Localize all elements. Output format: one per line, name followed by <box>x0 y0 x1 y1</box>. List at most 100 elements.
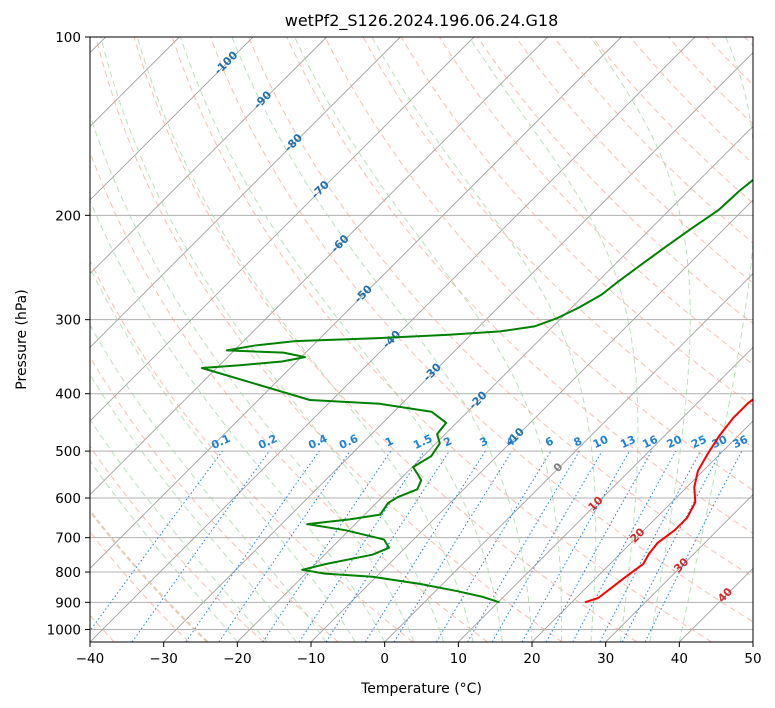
y-tick-label: 1000 <box>47 622 81 638</box>
isotherm-line <box>605 494 753 642</box>
isotherm-line <box>458 346 753 642</box>
mixing-ratio-line <box>521 450 630 642</box>
dry-adiabat <box>90 509 209 642</box>
mixing-ratio-line <box>435 450 552 642</box>
dry-adiabat <box>95 37 563 642</box>
moist-adiabat <box>90 199 386 642</box>
y-tick-label: 600 <box>55 491 81 507</box>
y-tick-label: 100 <box>55 30 81 46</box>
isotherm-label: -40 <box>380 328 403 351</box>
dewpoint-profile <box>200 178 753 604</box>
mixing-ratio-line <box>644 450 743 642</box>
isotherm-line <box>90 37 401 348</box>
isotherm-line <box>752 641 753 642</box>
y-tick-label: 500 <box>55 444 81 460</box>
dry-adiabat <box>515 37 753 284</box>
x-axis-label: Temperature (°C) <box>360 681 482 697</box>
isotherm-line <box>679 567 753 642</box>
moist-adiabat <box>678 37 753 642</box>
mixing-ratio-label: 10 <box>591 433 611 451</box>
y-tick-label: 400 <box>55 387 81 403</box>
y-tick-label: 900 <box>55 595 81 611</box>
moist-adiabat <box>90 418 268 642</box>
isotherm-label: 10 <box>586 494 606 514</box>
mixing-ratio-line <box>599 450 701 642</box>
moist-adiabat <box>468 37 639 642</box>
plot-background-lines: 0.1 0.2 0.4 0.6 1 1.5 2 3 4 6 8 10 13 16 20 25 30 36-100-… <box>90 37 753 642</box>
x-tick-label: −10 <box>297 651 326 667</box>
dry-adiabat <box>706 37 753 86</box>
moist-adiabat <box>231 37 533 642</box>
y-tick-label: 200 <box>55 208 81 224</box>
mixing-ratio-line <box>393 450 513 642</box>
dry-adiabat <box>629 37 753 165</box>
dry-adiabat <box>133 37 638 642</box>
isotherm-line <box>384 273 753 642</box>
mixing-ratio-label: 13 <box>618 433 637 451</box>
mixing-ratio-line <box>467 450 580 642</box>
moist-adiabat <box>90 323 327 642</box>
mixing-ratio-line <box>545 450 653 642</box>
isotherm-line <box>531 420 753 642</box>
mixing-ratio-line <box>298 450 425 642</box>
moist-adiabat <box>179 37 503 642</box>
y-axis-label: Pressure (hPa) <box>14 289 30 389</box>
x-tick-label: 20 <box>523 651 540 667</box>
dry-adiabat <box>744 37 753 47</box>
axes-ticks: −40 −30 −20 −10 0 10 20 30 40 5010020030040050060… <box>47 30 762 667</box>
mixing-ratio-label: 16 <box>640 433 660 451</box>
moist-adiabat <box>90 113 415 642</box>
isotherm-line <box>90 37 254 201</box>
x-tick-label: −20 <box>223 651 252 667</box>
mixing-ratio-line <box>325 450 450 642</box>
isotherm-label: -80 <box>282 131 305 154</box>
y-tick-label: 700 <box>55 531 81 547</box>
x-tick-label: −40 <box>76 651 105 667</box>
isotherm-label: -30 <box>421 360 444 383</box>
dry-adiabat <box>90 445 264 642</box>
mixing-ratio-line <box>90 450 223 632</box>
isotherm-line <box>90 37 548 496</box>
isotherm-label: 20 <box>628 525 648 545</box>
isotherm-label: -70 <box>309 178 332 201</box>
mixing-ratio-line <box>572 450 677 642</box>
mixing-ratio-label: 6 <box>543 434 556 449</box>
mixing-ratio-line <box>185 450 320 642</box>
dry-adiabat <box>668 37 753 125</box>
dry-adiabat <box>591 37 753 204</box>
isotherm-label: -20 <box>466 388 489 411</box>
mixing-ratio-label: 1 <box>383 434 395 449</box>
dry-adiabat <box>90 259 414 642</box>
plot-frame <box>89 36 754 643</box>
x-tick-label: −30 <box>149 651 178 667</box>
dry-adiabat <box>400 37 753 407</box>
y-tick-label: 300 <box>55 313 81 329</box>
isotherm-label: -90 <box>251 88 274 111</box>
moist-adiabat <box>90 267 356 642</box>
chart-title: wetPf2_S126.2024.196.06.24.G18 <box>285 11 559 31</box>
isotherm-line <box>163 52 753 642</box>
isotherm-line <box>90 37 475 422</box>
dry-adiabat <box>248 37 753 578</box>
isotherm-line <box>237 125 753 642</box>
mixing-ratio-label: 20 <box>665 433 685 451</box>
moist-adiabat <box>589 37 691 642</box>
dry-adiabat <box>553 37 753 244</box>
isotherm-line <box>90 37 696 642</box>
plot-series <box>200 178 753 604</box>
isotherm-line <box>90 37 327 275</box>
isotherm-label: -60 <box>328 232 351 255</box>
mixing-ratio-label: 30 <box>710 433 730 451</box>
mixing-ratio-line <box>364 450 486 642</box>
isotherm-label: 0 <box>551 460 566 475</box>
mixing-ratio-line <box>262 450 392 642</box>
mixing-ratio-label: 0.4 <box>306 432 329 452</box>
temperature-profile <box>584 398 753 604</box>
moist-adiabat <box>90 373 297 642</box>
moist-adiabat <box>90 460 238 642</box>
mixing-ratio-label: 0.2 <box>256 432 279 452</box>
x-tick-label: 50 <box>744 651 761 667</box>
isotherm-label: -50 <box>352 282 375 305</box>
mixing-ratio-label: 36 <box>731 433 751 451</box>
